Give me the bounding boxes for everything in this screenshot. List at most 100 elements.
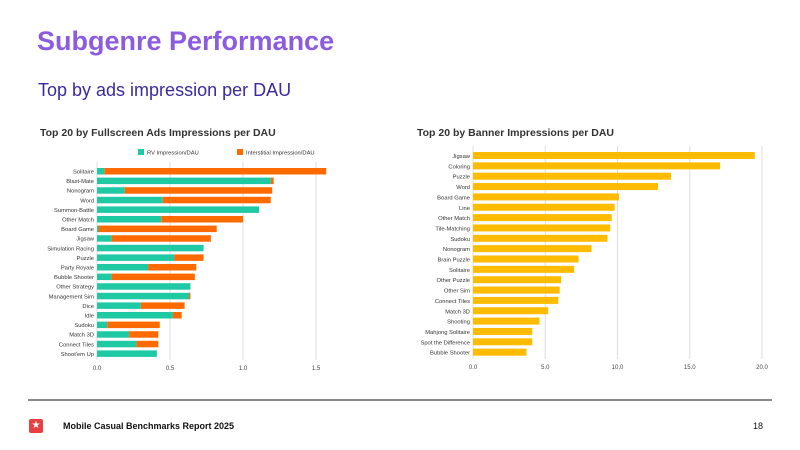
category-label: Other Match	[438, 216, 470, 222]
bar-nonogram-s1	[124, 187, 273, 194]
category-label: Coloring	[448, 164, 470, 170]
slide-title: Subgenre Performance	[37, 26, 335, 56]
legend-label: Interstitial Impression/DAU	[246, 151, 315, 157]
bar-bubble-shooter-s0	[97, 273, 112, 281]
bar-bubble-shooter-s0	[473, 348, 527, 356]
bar-mahjong-solitaire-s0	[473, 327, 533, 335]
bar-line-s0	[473, 203, 615, 211]
category-label: Management Sim	[49, 294, 95, 300]
category-label: Party Royale	[61, 266, 94, 272]
bar-management-sim-s0	[97, 292, 189, 300]
bar-summon-battle-s0	[97, 206, 260, 213]
x-tick-label: 0.0	[469, 365, 478, 371]
bar-sudoku-s0	[97, 321, 108, 329]
category-label: Dice	[82, 304, 94, 310]
charts-canvas: 0.0 0.5 1.0 1.5 Solitaire Blast-Mate Nonogram W…	[47, 146, 768, 372]
bar-blast-mate-s0	[97, 177, 271, 185]
category-label: Jigsaw	[76, 237, 95, 243]
category-label: Solitaire	[449, 268, 470, 274]
report-name: Mobile Casual Benchmarks Report 2025	[63, 421, 235, 431]
bar-other-match-s0	[473, 214, 612, 222]
x-tick-label: 20.0	[756, 365, 768, 371]
category-label: Connect Tiles	[435, 299, 470, 305]
slide-subtitle: Top by ads impression per DAU	[38, 80, 292, 100]
bar-simulation-racing-s0	[97, 244, 204, 252]
bar-bubble-shooter-s1	[111, 273, 195, 281]
bar-other-sim-s0	[473, 286, 560, 294]
category-label: Sudoku	[450, 237, 470, 243]
category-label: Bubble Shooter	[430, 351, 470, 357]
bar-match-3d-s0	[473, 307, 549, 315]
category-label: Summon-Battle	[54, 208, 94, 214]
category-label: Spot the Difference	[420, 340, 470, 346]
bar-solitaire-s1	[104, 168, 327, 175]
category-label: Nonogram	[67, 189, 94, 195]
bar-solitaire-s0	[473, 265, 575, 273]
category-label: Puzzle	[77, 256, 94, 262]
category-label: Other Puzzle	[436, 278, 470, 284]
category-label: Nonogram	[443, 247, 470, 253]
category-label: Other Match	[62, 218, 94, 224]
star-icon: ★	[29, 419, 43, 433]
x-tick-label: 1.5	[312, 366, 321, 372]
category-label: Connect Tiles	[59, 342, 94, 348]
category-label: Word	[456, 185, 470, 191]
bar-other-puzzle-s0	[473, 276, 562, 284]
category-label: Blast-Mate	[66, 179, 94, 185]
bar-solitaire-s0	[97, 168, 105, 175]
category-label: Shooting	[447, 320, 470, 326]
bar-brain-puzzle-s0	[473, 255, 579, 263]
bar-board-game-s0	[473, 193, 619, 201]
bar-match-3d-s1	[129, 331, 159, 338]
bar-puzzle-s0	[473, 172, 671, 180]
bar-sudoku-s0	[473, 234, 608, 242]
bar-dice-s1	[140, 302, 185, 309]
bar-other-match-s0	[97, 216, 162, 223]
bar-management-sim-s1	[188, 292, 191, 300]
page-number: 18	[753, 421, 764, 431]
footer-divider	[28, 399, 772, 401]
bar-idle-s1	[172, 312, 182, 319]
bar-tile-matching-s0	[473, 224, 611, 232]
legend-swatch	[138, 149, 144, 155]
category-label: Tile-Matching	[435, 226, 470, 232]
category-label: Match 3D	[69, 333, 94, 339]
bar-puzzle-s0	[97, 254, 175, 261]
category-label: Mahjong Solitaire	[425, 330, 470, 336]
bar-match-3d-s0	[97, 331, 130, 338]
x-tick-label: 1.0	[239, 366, 248, 372]
category-label: Simulation Racing	[47, 246, 94, 252]
bar-party-royale-s0	[97, 264, 149, 271]
category-label: Sudoku	[74, 323, 94, 329]
fullscreen-chart-title: Top 20 by Fullscreen Ads Impressions per…	[40, 127, 276, 139]
legend-label: RV Impression/DAU	[147, 151, 199, 157]
bar-shoot-em-up-s0	[97, 350, 157, 357]
category-label: Jigsaw	[452, 154, 471, 160]
x-tick-label: 0.5	[166, 366, 175, 372]
bar-jigsaw-s1	[111, 235, 211, 242]
bar-board-game-s1	[98, 225, 217, 233]
category-label: Idle	[85, 314, 94, 320]
category-label: Bubble Shooter	[54, 275, 94, 281]
bar-blast-mate-s1	[270, 177, 274, 185]
x-tick-label: 0.0	[93, 366, 102, 372]
bar-nonogram-s0	[473, 245, 592, 253]
bar-nonogram-s0	[97, 187, 125, 194]
category-label: Shoot'em Up	[61, 352, 94, 358]
bar-word-s0	[473, 183, 658, 191]
category-label: Puzzle	[453, 175, 470, 181]
category-label: Board Game	[437, 195, 470, 201]
category-label: Line	[459, 206, 470, 212]
bar-party-royale-s1	[148, 264, 197, 271]
bar-sudoku-s1	[107, 321, 160, 329]
legend-swatch	[237, 149, 243, 155]
bar-word-s1	[162, 196, 271, 204]
bar-connect-tiles-s0	[473, 296, 559, 304]
bar-other-strategy-s0	[97, 283, 191, 290]
bar-other-match-s1	[161, 216, 243, 223]
banner-chart-title: Top 20 by Banner Impressions per DAU	[417, 127, 615, 139]
x-tick-label: 10.0	[612, 365, 624, 371]
bar-connect-tiles-s1	[136, 340, 159, 348]
bar-puzzle-s1	[174, 254, 204, 261]
